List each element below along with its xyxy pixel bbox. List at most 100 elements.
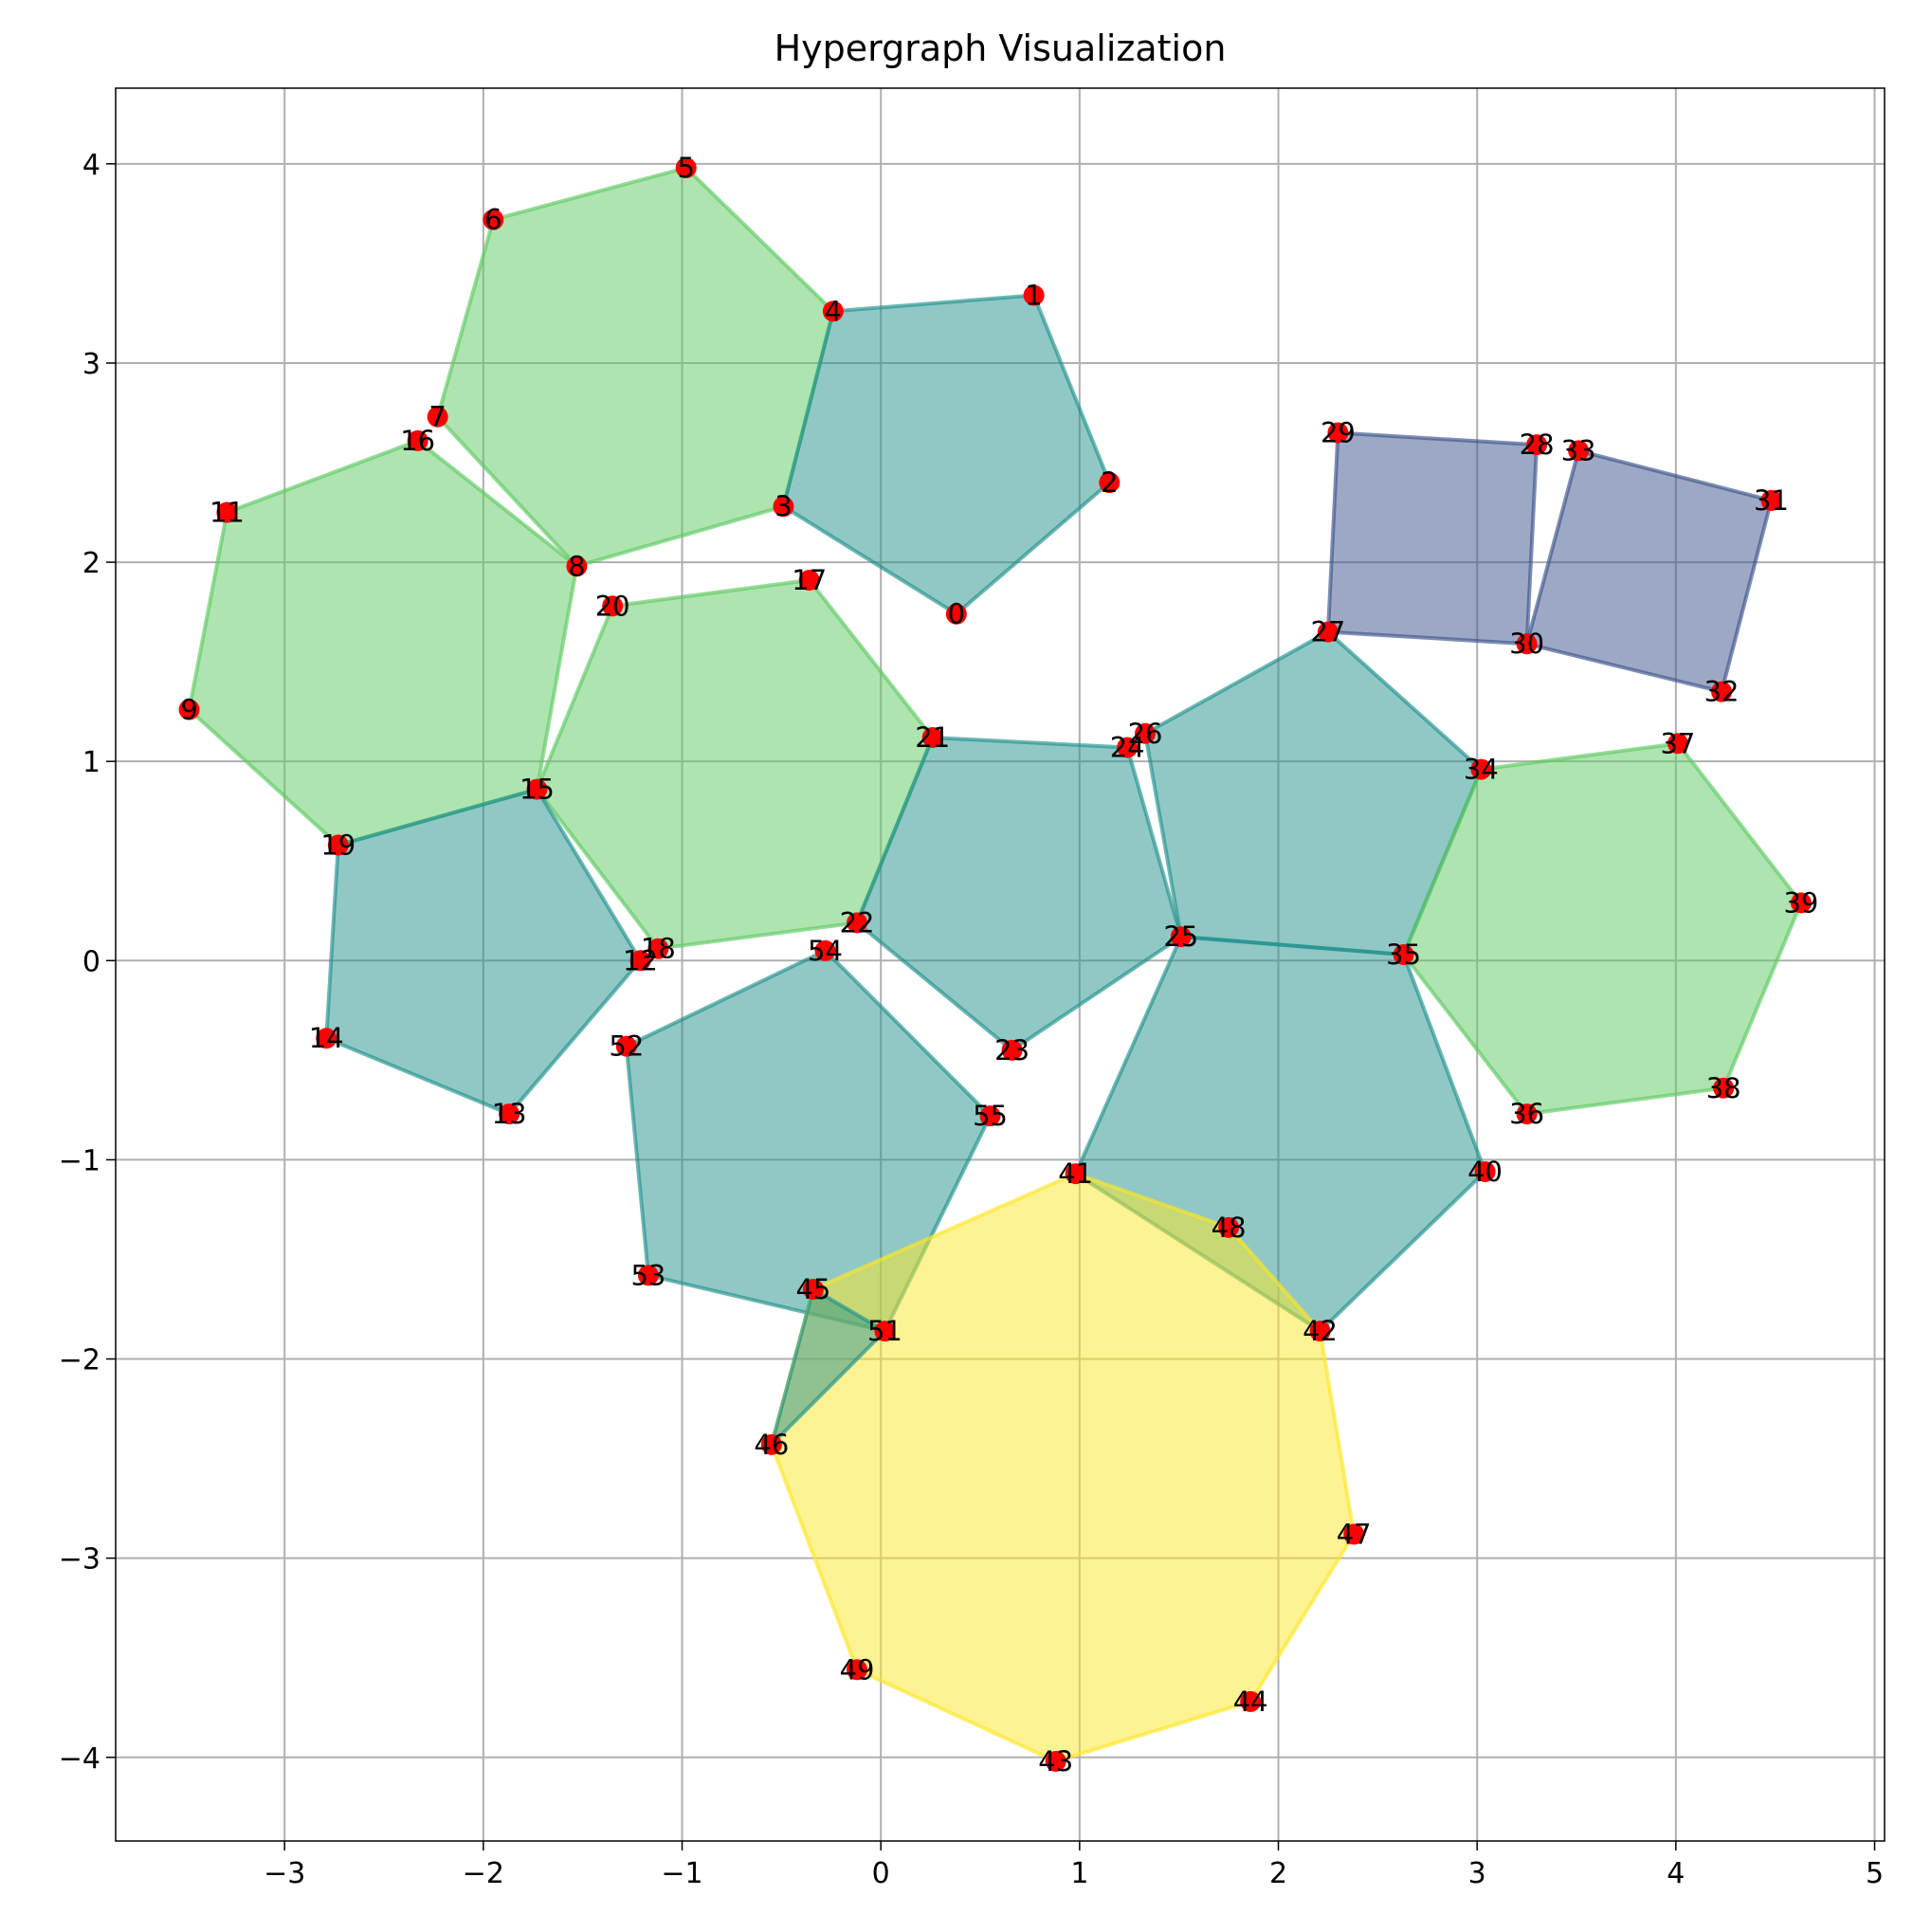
node-label-21: 21	[915, 721, 950, 754]
node-46	[760, 1433, 782, 1455]
node-label-46: 46	[754, 1429, 789, 1461]
node-label-37: 37	[1660, 727, 1695, 759]
x-tick-label: −2	[463, 1857, 504, 1890]
node-label-38: 38	[1706, 1072, 1741, 1104]
node-6	[483, 209, 504, 230]
node-label-52: 52	[609, 1030, 644, 1063]
node-label-32: 32	[1704, 676, 1740, 708]
x-tick-label: 5	[1866, 1857, 1884, 1890]
node-9	[178, 699, 200, 720]
node-3	[773, 496, 794, 518]
node-label-43: 43	[1038, 1745, 1073, 1777]
node-label-13: 13	[492, 1098, 527, 1130]
node-label-14: 14	[309, 1022, 344, 1054]
node-26	[1135, 722, 1157, 744]
node-16	[407, 429, 428, 451]
node-52	[615, 1035, 637, 1057]
node-54	[814, 939, 836, 961]
x-tick-label: 1	[1070, 1857, 1088, 1890]
node-20	[602, 595, 624, 617]
node-21	[921, 726, 943, 748]
node-label-3: 3	[774, 490, 792, 522]
node-18	[647, 938, 669, 959]
node-label-39: 39	[1783, 886, 1818, 919]
node-label-44: 44	[1233, 1686, 1268, 1718]
node-49	[847, 1659, 868, 1681]
node-label-18: 18	[641, 933, 676, 965]
node-label-31: 31	[1754, 484, 1789, 517]
node-label-8: 8	[568, 550, 585, 582]
node-47	[1343, 1523, 1365, 1545]
node-51	[874, 1321, 896, 1342]
node-label-40: 40	[1467, 1156, 1503, 1188]
node-30	[1516, 633, 1538, 655]
y-tick-label: −1	[59, 1144, 100, 1177]
node-label-42: 42	[1303, 1315, 1338, 1347]
node-label-45: 45	[795, 1273, 830, 1305]
chart-title: Hypergraph Visualization	[774, 27, 1227, 69]
y-tick-label: −2	[59, 1344, 100, 1377]
hyperedge-7	[1325, 430, 1540, 647]
node-24	[1117, 737, 1139, 758]
node-label-12: 12	[623, 944, 658, 976]
node-19	[327, 834, 349, 856]
node-35	[1393, 943, 1414, 965]
node-label-34: 34	[1464, 754, 1499, 786]
node-48	[1218, 1216, 1240, 1238]
node-label-17: 17	[792, 564, 827, 596]
node-label-29: 29	[1321, 416, 1356, 448]
node-label-7: 7	[428, 401, 446, 433]
node-label-51: 51	[867, 1315, 902, 1347]
node-43	[1045, 1750, 1066, 1772]
nodes	[178, 157, 1812, 1772]
node-29	[1327, 422, 1349, 444]
node-41	[1065, 1163, 1086, 1185]
node-label-30: 30	[1509, 628, 1544, 660]
x-tick-label: 0	[872, 1857, 890, 1890]
node-38	[1713, 1077, 1735, 1099]
x-tick-label: 3	[1468, 1857, 1486, 1890]
node-label-23: 23	[994, 1034, 1029, 1066]
node-32	[1711, 681, 1733, 702]
node-label-33: 33	[1561, 434, 1596, 466]
node-5	[675, 157, 697, 179]
node-labels: 0123456789111213141516171819202122232425…	[180, 152, 1818, 1777]
node-label-1: 1	[1025, 280, 1042, 312]
hyperedge-5	[855, 736, 1183, 1052]
node-label-20: 20	[595, 590, 630, 622]
node-15	[526, 778, 548, 800]
node-label-6: 6	[484, 204, 501, 236]
node-53	[637, 1265, 659, 1286]
node-42	[1309, 1321, 1331, 1342]
node-12	[629, 950, 651, 972]
node-label-55: 55	[973, 1100, 1008, 1132]
node-8	[566, 556, 588, 577]
node-40	[1474, 1161, 1496, 1183]
node-17	[798, 569, 820, 591]
y-tick-label: 1	[82, 746, 100, 779]
node-23	[1001, 1039, 1023, 1061]
node-7	[427, 406, 448, 428]
node-33	[1568, 440, 1590, 462]
node-label-36: 36	[1509, 1098, 1544, 1130]
hyperedge-11	[624, 948, 993, 1334]
node-39	[1790, 892, 1812, 914]
node-37	[1667, 733, 1688, 755]
node-label-0: 0	[948, 598, 965, 630]
node-0	[945, 603, 967, 625]
node-11	[216, 501, 238, 523]
y-tick-label: 2	[82, 547, 100, 580]
node-22	[847, 912, 868, 934]
node-label-5: 5	[678, 152, 695, 184]
hyperedge-4	[324, 787, 643, 1117]
hyperedge-1	[781, 293, 1112, 616]
node-label-15: 15	[519, 774, 555, 806]
y-tick-label: −4	[59, 1742, 100, 1776]
node-55	[979, 1105, 1001, 1127]
node-27	[1317, 621, 1339, 643]
node-label-9: 9	[180, 694, 197, 726]
node-label-27: 27	[1310, 616, 1345, 648]
node-label-11: 11	[210, 497, 245, 529]
node-label-4: 4	[825, 295, 842, 327]
